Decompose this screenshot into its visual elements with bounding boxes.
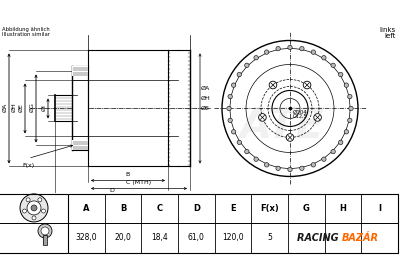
Bar bbox=[72, 140, 88, 151]
Circle shape bbox=[322, 157, 326, 161]
Circle shape bbox=[348, 94, 352, 99]
Circle shape bbox=[311, 163, 316, 167]
Circle shape bbox=[41, 227, 49, 235]
Text: 18,4: 18,4 bbox=[151, 233, 168, 242]
Circle shape bbox=[269, 81, 277, 89]
Text: ØE: ØE bbox=[19, 103, 24, 112]
Circle shape bbox=[228, 118, 232, 123]
Circle shape bbox=[286, 134, 294, 141]
Circle shape bbox=[311, 50, 316, 54]
Text: 328,0: 328,0 bbox=[76, 233, 97, 242]
Circle shape bbox=[38, 224, 52, 238]
Circle shape bbox=[349, 106, 353, 111]
Text: I: I bbox=[378, 204, 381, 213]
Circle shape bbox=[331, 63, 335, 68]
Text: 5: 5 bbox=[267, 233, 272, 242]
Circle shape bbox=[27, 201, 41, 215]
Circle shape bbox=[32, 216, 36, 220]
Circle shape bbox=[344, 129, 348, 134]
Circle shape bbox=[322, 56, 326, 60]
Text: ØH: ØH bbox=[201, 96, 211, 101]
Circle shape bbox=[348, 118, 352, 123]
Text: 24.0120-0221.2    420221: 24.0120-0221.2 420221 bbox=[90, 5, 310, 20]
Circle shape bbox=[331, 150, 335, 154]
Text: 120,0: 120,0 bbox=[222, 233, 244, 242]
Text: Ò12,5: Ò12,5 bbox=[293, 115, 308, 120]
Circle shape bbox=[245, 63, 249, 68]
Text: G: G bbox=[303, 204, 310, 213]
Text: links: links bbox=[380, 28, 396, 33]
Bar bbox=[72, 66, 88, 76]
Circle shape bbox=[276, 166, 280, 171]
Text: B: B bbox=[120, 204, 126, 213]
Circle shape bbox=[344, 83, 348, 87]
Text: Ø104: Ø104 bbox=[293, 109, 308, 115]
Circle shape bbox=[276, 46, 280, 51]
Text: H: H bbox=[340, 204, 346, 213]
Text: ØE: ØE bbox=[201, 106, 210, 111]
Circle shape bbox=[227, 106, 231, 111]
Circle shape bbox=[300, 46, 304, 51]
Bar bbox=[68, 194, 398, 253]
Text: F(x): F(x) bbox=[22, 163, 34, 168]
Text: 20,0: 20,0 bbox=[114, 233, 132, 242]
Text: D: D bbox=[109, 189, 114, 194]
Circle shape bbox=[254, 157, 258, 161]
Circle shape bbox=[300, 166, 304, 171]
Circle shape bbox=[338, 72, 343, 77]
Circle shape bbox=[237, 140, 242, 144]
Circle shape bbox=[38, 198, 42, 202]
Circle shape bbox=[20, 194, 48, 222]
Text: C (MTH): C (MTH) bbox=[126, 180, 152, 186]
Text: ØH: ØH bbox=[12, 103, 17, 112]
Circle shape bbox=[31, 205, 37, 211]
Text: ATE: ATE bbox=[240, 105, 324, 147]
Text: ØI: ØI bbox=[42, 104, 47, 111]
Circle shape bbox=[288, 167, 292, 172]
Text: C: C bbox=[157, 204, 163, 213]
Circle shape bbox=[264, 163, 269, 167]
Circle shape bbox=[314, 114, 321, 121]
Text: B: B bbox=[126, 172, 130, 178]
Bar bbox=[43, 235, 47, 245]
Circle shape bbox=[338, 140, 343, 144]
Text: RACING: RACING bbox=[297, 233, 342, 243]
Circle shape bbox=[232, 83, 236, 87]
Circle shape bbox=[237, 72, 242, 77]
Circle shape bbox=[232, 129, 236, 134]
Text: BAZÁR: BAZÁR bbox=[342, 233, 379, 243]
Text: F(x): F(x) bbox=[260, 204, 279, 213]
Text: E: E bbox=[230, 204, 236, 213]
Text: ØA: ØA bbox=[201, 86, 210, 91]
Text: 61,0: 61,0 bbox=[188, 233, 205, 242]
Circle shape bbox=[288, 45, 292, 50]
Text: A: A bbox=[83, 204, 90, 213]
Circle shape bbox=[259, 114, 266, 121]
Bar bbox=[72, 80, 88, 136]
Circle shape bbox=[228, 94, 232, 99]
Circle shape bbox=[42, 209, 46, 213]
Circle shape bbox=[254, 56, 258, 60]
Text: D: D bbox=[193, 204, 200, 213]
Circle shape bbox=[26, 198, 30, 202]
Circle shape bbox=[22, 209, 26, 213]
Circle shape bbox=[245, 150, 249, 154]
Text: left: left bbox=[385, 33, 396, 40]
Text: Illustration similar: Illustration similar bbox=[2, 33, 50, 37]
Text: Abbildung ähnlich: Abbildung ähnlich bbox=[2, 28, 50, 33]
Text: ØG: ØG bbox=[30, 103, 35, 112]
Circle shape bbox=[264, 50, 269, 54]
Text: ØA: ØA bbox=[3, 103, 8, 112]
Circle shape bbox=[303, 81, 311, 89]
